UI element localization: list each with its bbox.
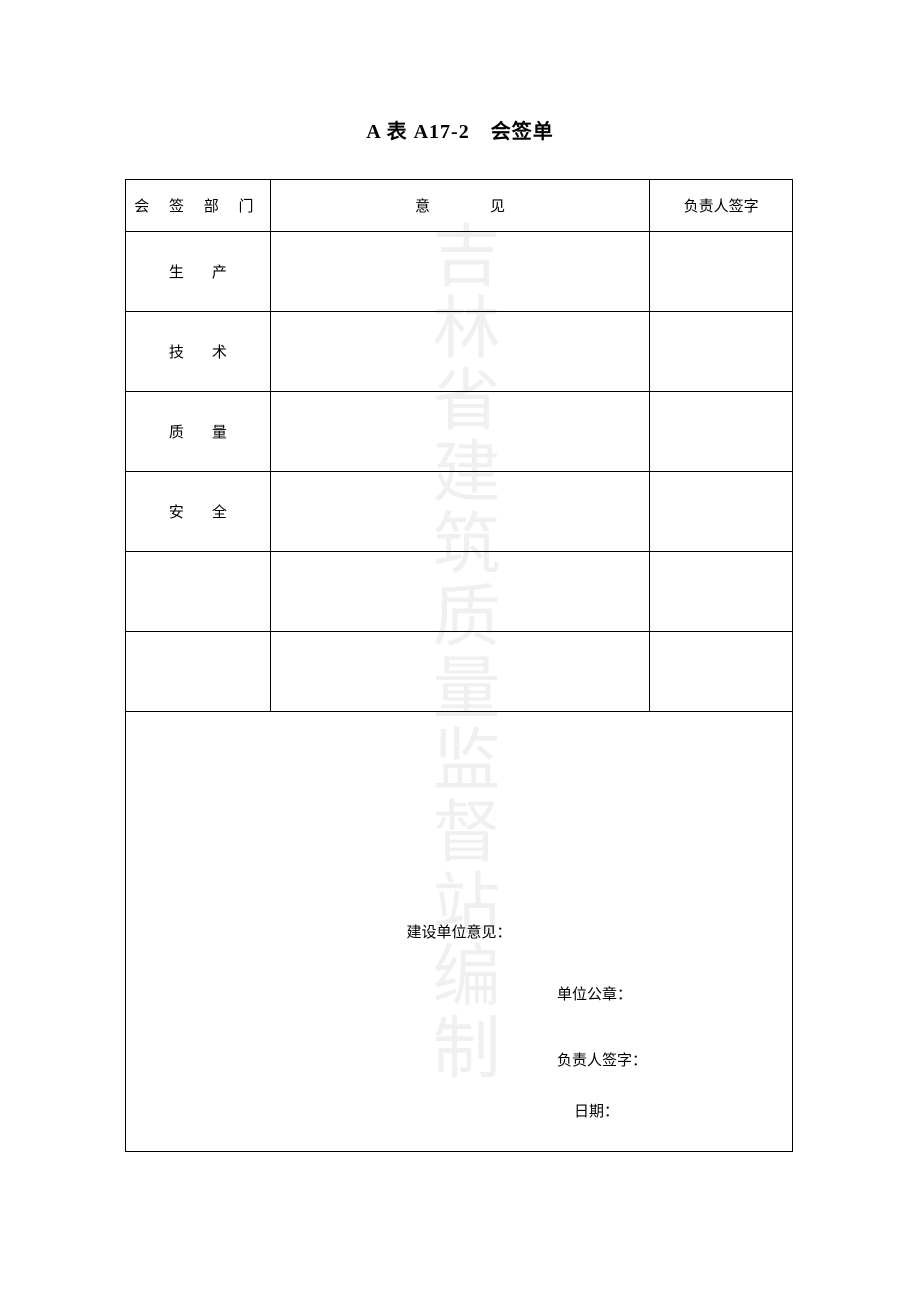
cell-signature bbox=[650, 472, 793, 552]
construction-opinion-label: 建设单位意见： bbox=[140, 921, 778, 942]
cell-signature bbox=[650, 312, 793, 392]
cell-department bbox=[126, 632, 271, 712]
cell-department bbox=[126, 552, 271, 632]
header-signature: 负责人签字 bbox=[650, 180, 793, 232]
table-row bbox=[126, 632, 793, 712]
cell-department: 安全 bbox=[126, 472, 271, 552]
cell-opinion bbox=[270, 552, 649, 632]
cell-department: 生产 bbox=[126, 232, 271, 312]
stamp-label: 单位公章： bbox=[549, 983, 647, 1004]
table-row: 安全 bbox=[126, 472, 793, 552]
table-row: 生产 bbox=[126, 232, 793, 312]
signoff-table: 会 签 部 门 意见 负责人签字 生产 技术 质量 安全 bbox=[125, 179, 793, 1152]
cell-signature bbox=[650, 392, 793, 472]
cell-signature bbox=[650, 552, 793, 632]
page-title: A 表 A17-2 会签单 bbox=[0, 0, 920, 179]
table-row: 质量 bbox=[126, 392, 793, 472]
cell-department: 质量 bbox=[126, 392, 271, 472]
cell-opinion bbox=[270, 392, 649, 472]
responsible-sign-label: 负责人签字： bbox=[549, 1049, 647, 1070]
table-row bbox=[126, 552, 793, 632]
cell-opinion bbox=[270, 312, 649, 392]
cell-opinion bbox=[270, 472, 649, 552]
cell-signature bbox=[650, 632, 793, 712]
table-bottom-row: 建设单位意见： 单位公章： 负责人签字： 日期： bbox=[126, 712, 793, 1152]
table-row: 技术 bbox=[126, 312, 793, 392]
cell-signature bbox=[650, 232, 793, 312]
stamp-area: 单位公章： 负责人签字： 日期： bbox=[549, 983, 647, 1121]
header-department: 会 签 部 门 bbox=[126, 180, 271, 232]
date-label: 日期： bbox=[549, 1100, 647, 1121]
construction-opinion-section: 建设单位意见： 单位公章： 负责人签字： 日期： bbox=[126, 712, 793, 1152]
table-header-row: 会 签 部 门 意见 负责人签字 bbox=[126, 180, 793, 232]
header-opinion: 意见 bbox=[270, 180, 649, 232]
cell-opinion bbox=[270, 632, 649, 712]
cell-department: 技术 bbox=[126, 312, 271, 392]
cell-opinion bbox=[270, 232, 649, 312]
